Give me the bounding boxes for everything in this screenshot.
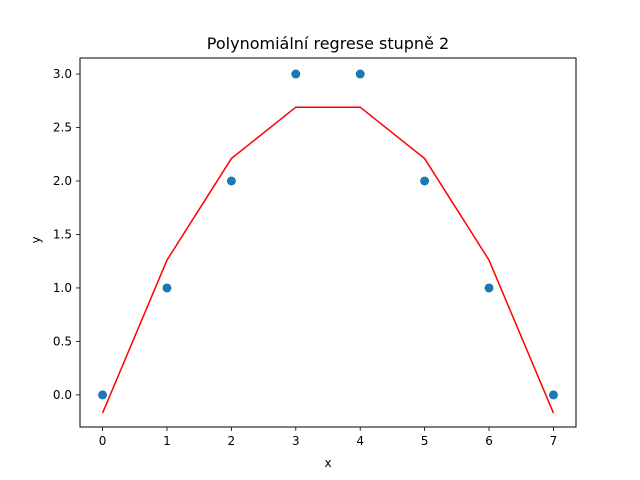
data-point [420, 176, 430, 186]
x-tick-label: 1 [163, 434, 171, 448]
y-tick-label: 3.0 [53, 67, 72, 81]
data-point [162, 283, 172, 293]
y-tick-label: 1.0 [53, 281, 72, 295]
regression-line [101, 106, 555, 414]
x-tick-label: 5 [421, 434, 429, 448]
y-tick-label: 2.5 [53, 121, 72, 135]
data-point [226, 176, 236, 186]
x-axis-label: x [324, 456, 331, 470]
data-point [484, 283, 494, 293]
data-point [548, 390, 558, 400]
y-tick-label: 2.0 [53, 174, 72, 188]
chart-title: Polynomiální regrese stupně 2 [207, 34, 449, 53]
y-tick-label: 0.5 [53, 334, 72, 348]
x-tick-label: 0 [99, 434, 107, 448]
y-tick-label: 0.0 [53, 388, 72, 402]
axes-frame [79, 57, 577, 428]
x-tick-label: 3 [292, 434, 300, 448]
x-tick-label: 6 [485, 434, 493, 448]
x-tick-label: 2 [228, 434, 236, 448]
x-tick-label: 7 [550, 434, 558, 448]
data-point [291, 69, 301, 79]
axis-ticks: 0 1 2 3 4 5 6 7 0.0 0.5 1.0 1.5 2.0 2.5 3.0 [53, 57, 577, 448]
x-tick-label: 4 [356, 434, 364, 448]
data-point [98, 390, 108, 400]
y-axis-label: y [29, 236, 43, 243]
y-tick-label: 1.5 [53, 227, 72, 241]
plot-area [98, 69, 558, 414]
data-point [355, 69, 365, 79]
